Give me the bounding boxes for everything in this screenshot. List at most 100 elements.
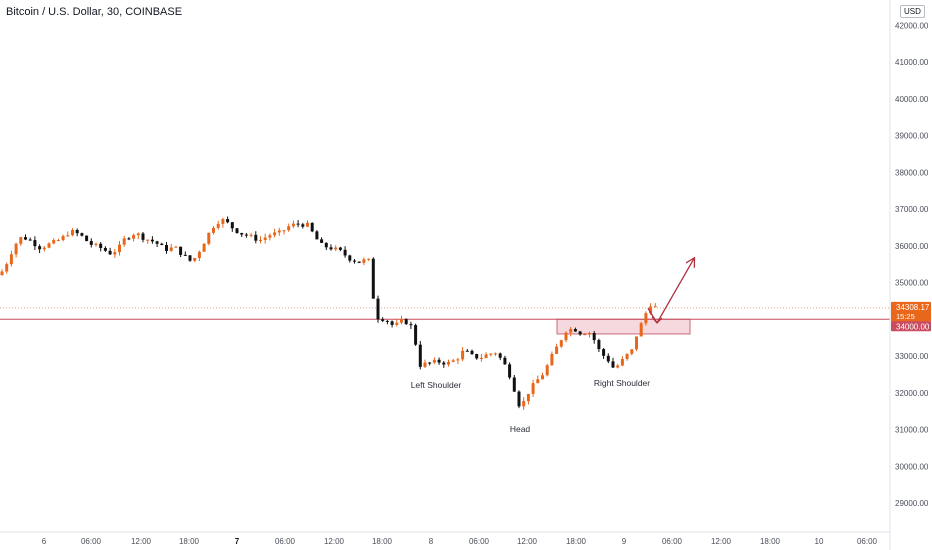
projection-arrow-up [656, 259, 694, 324]
candle-up [367, 258, 371, 260]
x-tick-label: 18:00 [372, 537, 393, 546]
y-tick-label: 42000.00 [895, 21, 929, 30]
candle-down [28, 239, 32, 241]
candle-up [362, 259, 366, 263]
candle-down [141, 233, 145, 240]
candle-down [611, 361, 615, 368]
candle-down [235, 228, 239, 233]
support-zone-rect [556, 318, 691, 335]
candle-down [127, 238, 131, 240]
candle-up [61, 235, 65, 241]
candle-down [301, 224, 305, 227]
candle-up [653, 306, 657, 308]
candle-up [71, 229, 74, 236]
candle-down [99, 243, 103, 248]
candle-down [470, 350, 474, 355]
x-tick-label: 12:00 [131, 537, 152, 546]
candle-up [273, 232, 277, 236]
candle-down [414, 325, 418, 345]
candle-down [165, 245, 168, 251]
candle-up [118, 244, 121, 253]
candle-down [89, 241, 93, 245]
candle-up [94, 243, 98, 245]
candle-down [602, 349, 606, 356]
price-level-lines [0, 307, 890, 320]
y-tick-label: 38000.00 [895, 168, 929, 177]
y-tick-label: 41000.00 [895, 58, 929, 67]
candle-down [437, 359, 441, 363]
candle-down [150, 239, 154, 242]
y-tick-label: 31000.00 [895, 426, 929, 435]
candle-up [306, 222, 309, 227]
candle-up [522, 401, 526, 407]
annotation-label: Right Shoulder [594, 378, 650, 388]
candle-down [160, 243, 164, 246]
candle-down [348, 255, 352, 261]
candle-up [334, 247, 338, 250]
candle-up [212, 227, 215, 233]
currency-badge[interactable]: USD [900, 5, 925, 18]
candle-up [635, 336, 638, 350]
annotation-label: Left Shoulder [411, 380, 462, 390]
y-tick-label: 32000.00 [895, 389, 929, 398]
candle-down [108, 250, 112, 255]
y-tick-label: 40000.00 [895, 95, 929, 104]
candle-up [583, 334, 587, 336]
last-price-tag [891, 301, 931, 322]
support-zone [556, 318, 691, 335]
candle-up [432, 359, 436, 363]
candle-up [479, 357, 483, 359]
candle-up [47, 243, 51, 248]
candle-down [296, 223, 300, 225]
candle-up [9, 254, 13, 265]
candle-down [179, 246, 183, 255]
candle-up [588, 333, 591, 335]
candle-up [5, 264, 9, 272]
candle-up [221, 219, 225, 224]
projection-arrow-down-head [651, 316, 663, 324]
candle-up [395, 322, 399, 325]
candle-down [606, 355, 610, 362]
candle-up [193, 258, 197, 261]
y-tick-label: 30000.00 [895, 462, 929, 471]
candle-down [85, 235, 89, 242]
candle-down [315, 231, 319, 240]
pattern-annotations: Left Shoulder Head Right Shoulder [411, 378, 651, 434]
candle-up [526, 393, 530, 402]
countdown-value: 15:25 [896, 312, 915, 321]
candle-down [343, 249, 347, 256]
candle-down [155, 241, 159, 244]
candle-up [277, 230, 281, 233]
x-tick-label: 18:00 [566, 537, 587, 546]
candle-down [244, 234, 248, 236]
y-tick-label: 35000.00 [895, 279, 929, 288]
chart-title: Bitcoin / U.S. Dollar, 30, COINBASE [6, 6, 183, 18]
candle-down [418, 344, 422, 367]
candle-down [512, 377, 516, 392]
candle-up [291, 223, 295, 227]
candle-up [268, 235, 272, 238]
candle-up [423, 362, 427, 367]
x-tick-label: 7 [235, 537, 240, 546]
candle-down [338, 247, 342, 250]
candle-up [451, 360, 455, 362]
candle-up [282, 230, 286, 232]
candle-up [169, 247, 173, 251]
candle-down [75, 229, 79, 234]
candle-up [620, 358, 624, 366]
candle-down [357, 261, 361, 263]
candle-up [66, 235, 70, 237]
candle-down [475, 354, 479, 359]
candle-up [52, 240, 56, 244]
candle-up [559, 340, 563, 347]
candle-up [174, 246, 178, 248]
candle-up [259, 239, 262, 241]
y-tick-label: 33000.00 [895, 352, 929, 361]
candle-up [136, 233, 140, 236]
x-tick-label: 06:00 [469, 537, 490, 546]
candle-up [56, 240, 60, 242]
candle-down [324, 242, 328, 248]
candle-down [385, 320, 389, 322]
